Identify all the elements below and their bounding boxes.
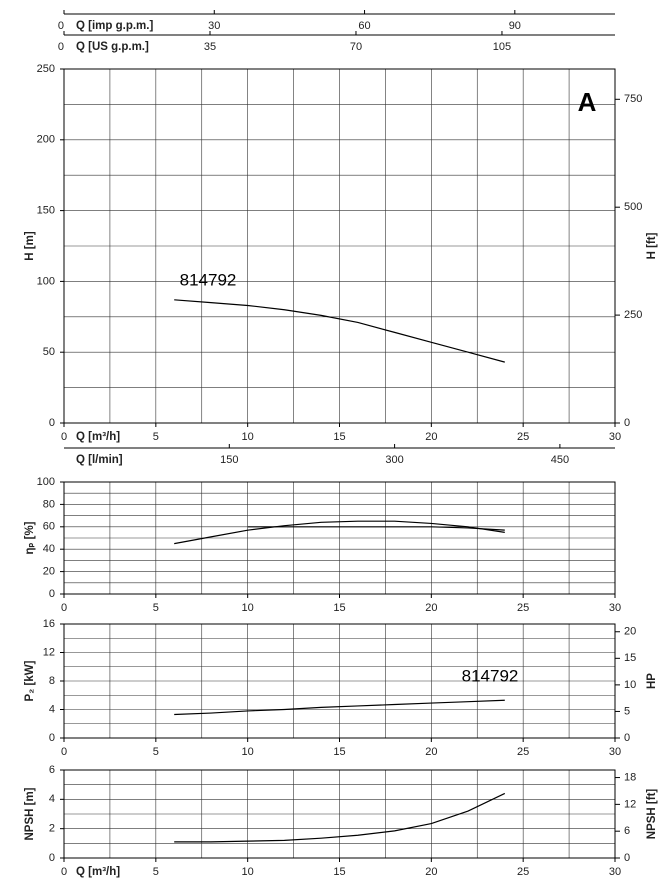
- y-tick-label: 0: [49, 852, 55, 864]
- x-tick-label: 20: [425, 431, 437, 443]
- y-tick-label: 150: [37, 205, 55, 217]
- y-tick-label: 0: [49, 732, 55, 744]
- q-tick-label: 35: [204, 41, 216, 53]
- y-tick-label: 2: [49, 823, 55, 835]
- y2-tick-label: 5: [624, 705, 630, 717]
- y-tick-label: 100: [37, 275, 55, 287]
- curve: [247, 526, 505, 531]
- q-axis-label: Q [US g.p.m.]: [76, 41, 149, 53]
- x-tick-label: 0: [61, 866, 67, 878]
- x-tick-label: 30: [609, 866, 621, 878]
- annotation: A: [578, 87, 597, 117]
- x-tick-label: 15: [333, 431, 345, 443]
- q-tick-label: 70: [350, 41, 362, 53]
- annotation: 814792: [180, 270, 237, 289]
- x-tick-label: 30: [609, 602, 621, 614]
- y2-tick-label: 10: [624, 679, 636, 691]
- y-axis-label: ηₚ [%]: [24, 521, 36, 554]
- annotation: 814792: [462, 666, 519, 685]
- y2-tick-label: 750: [624, 93, 642, 105]
- x-tick-label: 10: [242, 746, 254, 758]
- x-tick-label: 30: [609, 431, 621, 443]
- y-tick-label: 250: [37, 63, 55, 75]
- q-axis-label: Q [l/min]: [76, 454, 123, 466]
- x-tick-label: 25: [517, 431, 529, 443]
- x-tick-label: 5: [153, 602, 159, 614]
- q-tick-label: 0: [58, 41, 64, 53]
- x-tick-label: 15: [333, 746, 345, 758]
- y-tick-label: 50: [43, 346, 55, 358]
- x-tick-label: 20: [425, 602, 437, 614]
- y-axis-label: NPSH [m]: [24, 787, 36, 840]
- q-axis-label: Q [imp g.p.m.]: [76, 20, 153, 32]
- x-tick-label: 20: [425, 866, 437, 878]
- x-tick-label: 5: [153, 866, 159, 878]
- y-tick-label: 4: [49, 703, 55, 715]
- x-tick-label: 30: [609, 746, 621, 758]
- x-tick-label: 5: [153, 746, 159, 758]
- y-tick-label: 0: [49, 417, 55, 429]
- y2-tick-label: 20: [624, 626, 636, 638]
- y-tick-label: 200: [37, 134, 55, 146]
- x-tick-label: 0: [61, 746, 67, 758]
- q-tick-label: 105: [493, 41, 511, 53]
- q-tick-label: 450: [551, 454, 569, 466]
- y2-tick-label: 15: [624, 652, 636, 664]
- y-tick-label: 40: [43, 543, 55, 555]
- q-tick-label: 90: [509, 20, 521, 32]
- y-axis-label: P₂ [kW]: [24, 660, 36, 701]
- y-tick-label: 12: [43, 646, 55, 658]
- y-tick-label: 20: [43, 566, 55, 578]
- x-tick-label: 25: [517, 602, 529, 614]
- y2-axis-label: NPSH [ft]: [646, 789, 658, 840]
- q-tick-label: 150: [220, 454, 238, 466]
- y2-tick-label: 12: [624, 798, 636, 810]
- x-axis-label: Q [m³/h]: [76, 431, 120, 443]
- y2-tick-label: 18: [624, 771, 636, 783]
- y2-axis-label: HP: [646, 673, 658, 689]
- y2-tick-label: 6: [624, 825, 630, 837]
- y-tick-label: 80: [43, 498, 55, 510]
- x-tick-label: 15: [333, 602, 345, 614]
- y-tick-label: 8: [49, 675, 55, 687]
- y2-tick-label: 0: [624, 417, 630, 429]
- y-tick-label: 0: [49, 588, 55, 600]
- x-axis-label: Q [m³/h]: [76, 866, 120, 878]
- x-tick-label: 0: [61, 431, 67, 443]
- q-tick-label: 0: [58, 20, 64, 32]
- q-tick-label: 60: [358, 20, 370, 32]
- y-tick-label: 16: [43, 618, 55, 630]
- x-tick-label: 15: [333, 866, 345, 878]
- q-tick-label: 300: [385, 454, 403, 466]
- y2-tick-label: 0: [624, 852, 630, 864]
- x-tick-label: 10: [242, 602, 254, 614]
- q-tick-label: 30: [208, 20, 220, 32]
- y2-tick-label: 500: [624, 201, 642, 213]
- y2-tick-label: 250: [624, 309, 642, 321]
- y-axis-label: H [m]: [24, 231, 36, 261]
- x-tick-label: 5: [153, 431, 159, 443]
- x-tick-label: 10: [242, 431, 254, 443]
- curve: [174, 792, 506, 843]
- y-tick-label: 6: [49, 764, 55, 776]
- y2-tick-label: 0: [624, 732, 630, 744]
- x-tick-label: 20: [425, 746, 437, 758]
- curve: [174, 699, 505, 716]
- y-tick-label: 100: [37, 476, 55, 488]
- curve: [174, 299, 505, 363]
- x-tick-label: 10: [242, 866, 254, 878]
- y2-axis-label: H [ft]: [646, 232, 658, 259]
- y-tick-label: 60: [43, 521, 55, 533]
- curve: [174, 520, 505, 545]
- x-tick-label: 25: [517, 866, 529, 878]
- x-tick-label: 25: [517, 746, 529, 758]
- y-tick-label: 4: [49, 793, 55, 805]
- x-tick-label: 0: [61, 602, 67, 614]
